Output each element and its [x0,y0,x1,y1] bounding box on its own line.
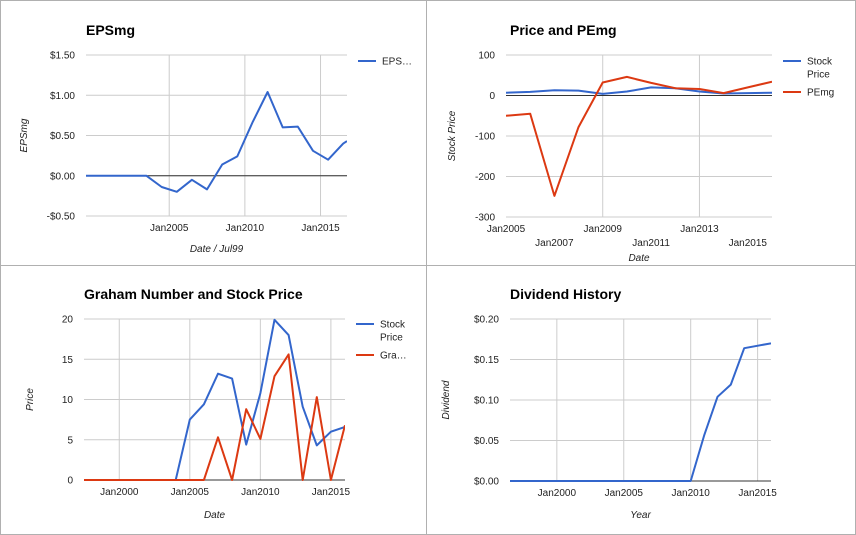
price-pe-ytick-label: 0 [489,91,495,102]
eps-ytick-label: $1.00 [50,91,75,102]
graham-series-line-gra [84,353,345,481]
graham-ytick-label: 0 [67,476,73,487]
dividend-y-axis-label: Dividend [441,380,452,419]
eps-ytick-label: $0.50 [50,131,75,142]
eps-xtick-label: Jan2005 [150,223,189,234]
graham-x-axis-label: Date [204,510,226,521]
panel-epsmg: EPSmg $1.50 $1.00 $0.50 $0.00 -$0.50 Jan2005 Ja… [0,0,428,267]
dividend-xtick-label: Jan2000 [538,488,577,499]
price-pe-legend-entry: Stock Price [783,57,833,81]
panel-dividend-history: Dividend History $0.20 $0.15 $0.10 $0.05 $0.0… [426,265,856,535]
price-pe-ytick-label: 100 [478,51,495,62]
dividend-xtick-label: Jan2010 [672,488,711,499]
dividend-xtick-label: Jan2005 [605,488,644,499]
price-pe-series-line-pemg [506,75,772,197]
price-pe-xtick-label: Jan2013 [680,224,719,235]
dividend-ytick-label: $0.05 [474,436,499,447]
graham-title: Graham Number and Stock Price [84,286,303,302]
graham-y-axis-label: Price [25,388,36,411]
eps-legend-label: EPS… [382,57,412,68]
graham-xtick-label: Jan2010 [241,487,280,498]
graham-legend-label: Gra… [380,351,407,362]
graham-ytick-label: 15 [62,355,74,366]
graham-ytick-label: 5 [67,435,73,446]
chart-dividend-history: Dividend History $0.20 $0.15 $0.10 $0.05 $0.0… [441,286,777,521]
price-pe-legend-entry: PEmg [783,88,834,99]
chart-graham-number: Graham Number and Stock Price 20 15 10 5 0 Jan… [25,286,407,521]
price-pe-xtick-label: Jan2015 [729,238,768,249]
eps-y-axis-label: EPSmg [19,118,30,152]
graham-series-line-stock-price [84,318,345,481]
price-pe-legend-label: PEmg [807,88,834,99]
panel-price-pemg: Price and PEmg 100 0 -100 -200 -300 Jan2005 Jan… [426,0,856,267]
dividend-ytick-label: $0.20 [474,315,499,326]
graham-legend-entry: Gra… [356,351,407,362]
dividend-title: Dividend History [510,286,621,302]
graham-xtick-label: Jan2015 [312,487,351,498]
eps-series-line-eps [86,91,347,193]
dividend-ytick-label: $0.15 [474,355,499,366]
eps-ytick-label: $1.50 [50,51,75,62]
price-pe-ytick-label: -100 [475,132,495,143]
panel-graham-number: Graham Number and Stock Price 20 15 10 5 0 Jan… [0,265,428,535]
eps-ytick-label: $0.00 [50,171,75,182]
dividend-series-line-series0 [510,342,771,482]
graham-legend-label: Stock Price [380,320,406,344]
graham-legend-entry: Stock Price [356,320,406,344]
chart-epsmg: EPSmg $1.50 $1.00 $0.50 $0.00 -$0.50 Jan2005 Ja… [19,22,412,255]
eps-x-axis-label: Date / Jul99 [190,244,244,255]
price-pe-xtick-label: Jan2009 [584,224,623,235]
eps-xtick-label: Jan2010 [226,223,265,234]
price-pe-legend-label: Stock Price [807,57,833,81]
price-pe-series-line-stock-price [506,86,772,95]
price-pe-x-axis-label: Date [628,253,650,264]
price-pe-ytick-label: -200 [475,172,495,183]
price-pe-xtick-label: Jan2011 [632,238,670,249]
dividend-ytick-label: $0.00 [474,477,499,488]
graham-ytick-label: 10 [62,395,74,406]
graham-ytick-label: 20 [62,315,74,326]
price-pe-title: Price and PEmg [510,22,617,38]
eps-ytick-label: -$0.50 [47,212,76,223]
dividend-xtick-label: Jan2015 [738,488,777,499]
dividend-x-axis-label: Year [630,510,651,521]
eps-xtick-label: Jan2015 [301,223,340,234]
dividend-ytick-label: $0.10 [474,396,499,407]
price-pe-y-axis-label: Stock Price [447,110,458,161]
eps-title: EPSmg [86,22,135,38]
eps-legend-entry: EPS… [358,57,412,68]
graham-xtick-label: Jan2005 [171,487,210,498]
price-pe-ytick-label: -300 [475,213,495,224]
price-pe-xtick-label: Jan2005 [487,224,526,235]
graham-xtick-label: Jan2000 [100,487,139,498]
price-pe-xtick-label: Jan2007 [535,238,574,249]
